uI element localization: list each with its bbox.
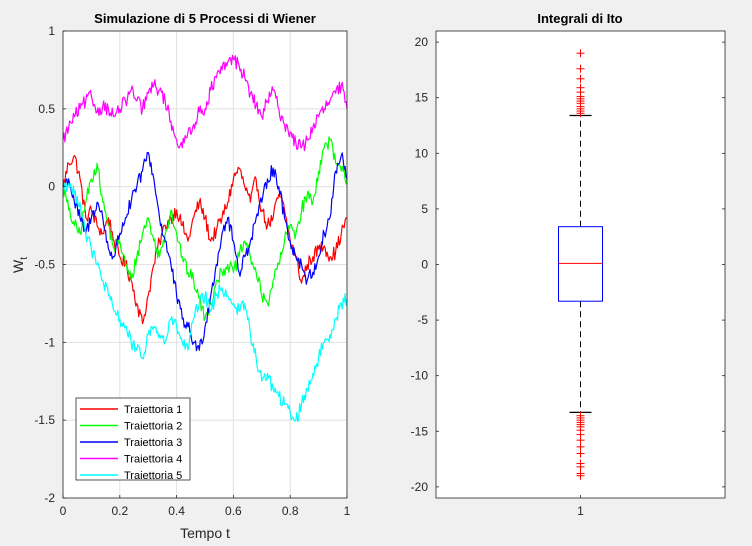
legend-label-4: Traiettoria 4 [124, 454, 182, 466]
wiener-y-label-group: Wt [10, 257, 30, 273]
ito-boxplot [558, 49, 603, 480]
wiener-y-tick-label-0: -2 [44, 491, 55, 505]
legend-label-2: Traiettoria 2 [124, 421, 182, 433]
ito-outlier-0 [576, 49, 585, 58]
wiener-legend: Traiettoria 1 Traiettoria 2 Traiettoria 3 T… [75, 397, 191, 482]
wiener-y-ticks: -2 -1.5 -1 -0.5 0 0.5 1 [34, 24, 66, 505]
wiener-y-label-sub: t [19, 257, 30, 260]
legend-label-3: Traiettoria 3 [124, 437, 182, 449]
legend-label-1: Traiettoria 1 [124, 404, 182, 416]
ito-y-tick-label-0: -20 [411, 480, 429, 494]
wiener-series-line-4 [62, 54, 348, 152]
ito-y-tick-label-1: -15 [411, 424, 429, 438]
wiener-x-tick-label-1: 0.2 [111, 504, 128, 518]
ito-outlier-23 [576, 449, 585, 458]
wiener-x-label: Tempo t [180, 525, 230, 541]
ito-y-tick-label-6: 10 [415, 146, 429, 160]
ito-x-tick-label-0: 1 [577, 504, 584, 518]
wiener-series-line-5 [62, 182, 348, 423]
wiener-axes: 0 0.2 0.4 0.6 0.8 1 -2 -1.5 -1 -0.5 0 0.5 1 Simulaz… [10, 11, 351, 541]
ito-y-tick-label-2: -10 [411, 369, 429, 383]
wiener-x-tick-label-5: 1 [344, 504, 351, 518]
ito-axes: -20 -15 -10 -5 0 5 10 15 20 1 Integrali di Ito [411, 11, 726, 518]
ito-y-ticks: -20 -15 -10 -5 0 5 10 15 20 [411, 35, 725, 494]
ito-y-tick-label-8: 20 [415, 35, 429, 49]
ito-outlier-27 [576, 471, 585, 480]
ito-y-tick-label-7: 15 [415, 91, 429, 105]
wiener-y-tick-label-4: 0 [48, 180, 55, 194]
wiener-title: Simulazione di 5 Processi di Wiener [94, 11, 316, 26]
wiener-x-ticks: 0 0.2 0.4 0.6 0.8 1 [60, 495, 351, 518]
wiener-y-tick-label-1: -1.5 [34, 413, 55, 427]
ito-box [558, 226, 603, 302]
wiener-series [62, 54, 348, 423]
wiener-x-tick-label-0: 0 [60, 504, 67, 518]
ito-y-tick-label-5: 5 [421, 202, 428, 216]
wiener-series-line-1 [62, 154, 348, 325]
ito-outlier-2 [576, 74, 585, 83]
wiener-y-tick-label-5: 0.5 [38, 102, 55, 116]
wiener-x-tick-label-4: 0.8 [282, 504, 299, 518]
legend-box [75, 397, 191, 481]
ito-x-ticks: 1 [577, 495, 584, 518]
ito-outlier-1 [576, 64, 585, 73]
wiener-y-tick-label-3: -0.5 [34, 258, 55, 272]
wiener-y-label: Wt [10, 257, 30, 273]
wiener-y-tick-label-6: 1 [48, 24, 55, 38]
ito-outlier-25 [576, 462, 585, 471]
wiener-y-label-main: W [10, 259, 26, 273]
ito-outlier-21 [576, 436, 585, 445]
legend-label-5: Traiettoria 5 [124, 470, 182, 482]
ito-y-tick-label-3: -5 [417, 313, 428, 327]
ito-title: Integrali di Ito [537, 11, 622, 26]
wiener-series-line-2 [62, 136, 348, 322]
wiener-x-tick-label-2: 0.4 [168, 504, 185, 518]
ito-outlier-22 [576, 442, 585, 451]
ito-y-tick-label-4: 0 [421, 258, 428, 272]
wiener-series-line-3 [62, 151, 348, 352]
wiener-x-tick-label-3: 0.6 [225, 504, 242, 518]
ito-outlier-12 [576, 109, 585, 118]
wiener-y-tick-label-2: -1 [44, 335, 55, 349]
